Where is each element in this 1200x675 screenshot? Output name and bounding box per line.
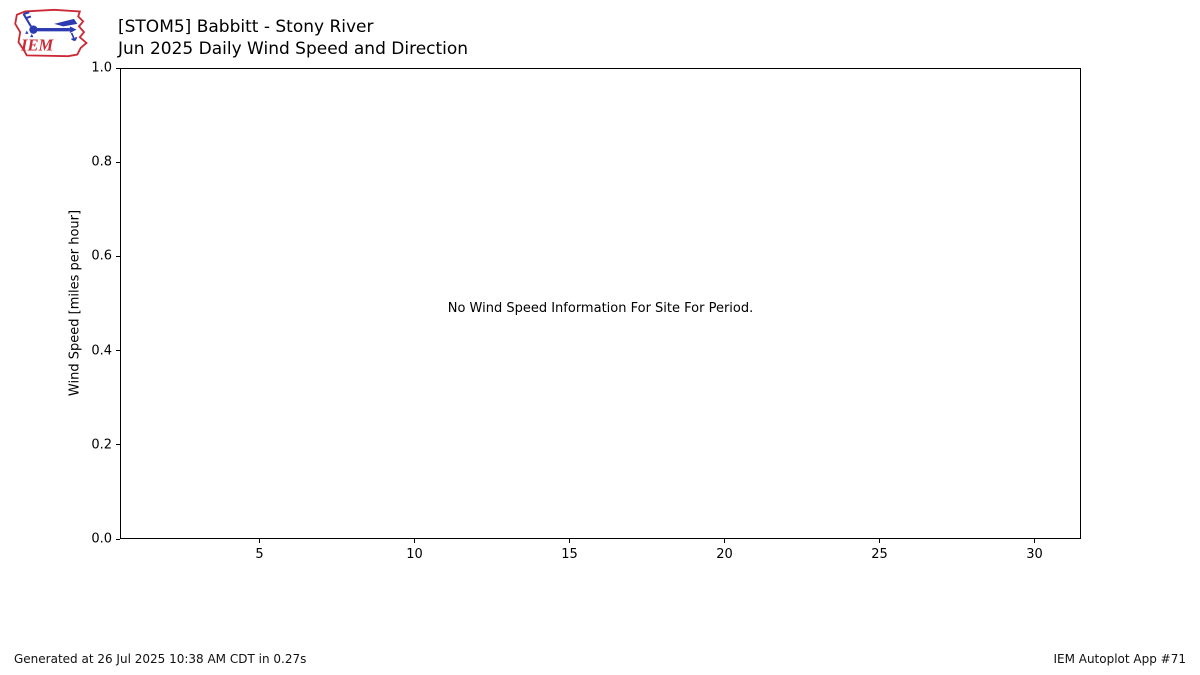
title-block: [STOM5] Babbitt - Stony River Jun 2025 D… bbox=[118, 16, 468, 60]
no-data-message: No Wind Speed Information For Site For P… bbox=[447, 301, 754, 316]
y-tick-mark bbox=[116, 350, 120, 352]
generated-timestamp: Generated at 26 Jul 2025 10:38 AM CDT in… bbox=[14, 652, 307, 666]
y-tick-label: 0.4 bbox=[91, 343, 112, 359]
x-tick-label: 20 bbox=[716, 547, 733, 562]
x-tick-mark bbox=[414, 539, 415, 543]
x-tick-label: 30 bbox=[1026, 547, 1043, 562]
chart-subtitle: Jun 2025 Daily Wind Speed and Direction bbox=[118, 39, 469, 59]
y-tick-mark bbox=[116, 67, 120, 69]
y-tick-label: 0.6 bbox=[91, 248, 112, 264]
x-tick-label: 15 bbox=[561, 547, 578, 562]
iem-logo: IEM bbox=[14, 8, 88, 58]
y-tick-mark bbox=[116, 444, 120, 446]
y-tick-mark bbox=[116, 161, 120, 163]
x-tick-mark bbox=[569, 539, 570, 543]
anemometer-icon bbox=[22, 11, 78, 42]
y-axis-label: Wind Speed [miles per hour] bbox=[67, 209, 83, 397]
y-tick-mark bbox=[116, 255, 120, 257]
iem-logo-text: IEM bbox=[20, 35, 54, 54]
x-tick-label: 25 bbox=[871, 547, 888, 562]
x-tick-mark bbox=[879, 539, 880, 543]
x-tick-mark bbox=[1034, 539, 1035, 543]
x-tick-mark bbox=[724, 539, 725, 543]
x-tick-mark bbox=[259, 539, 260, 543]
app-credit: IEM Autoplot App #71 bbox=[1053, 652, 1186, 666]
y-tick-label: 1.0 bbox=[91, 60, 112, 76]
chart-title: [STOM5] Babbitt - Stony River bbox=[118, 17, 374, 37]
x-tick-label: 10 bbox=[406, 547, 423, 562]
y-tick-label: 0.0 bbox=[91, 531, 112, 547]
y-tick-label: 0.2 bbox=[91, 437, 112, 453]
x-tick-label: 5 bbox=[255, 547, 264, 562]
y-tick-label: 0.8 bbox=[91, 154, 112, 170]
y-tick-mark bbox=[116, 538, 120, 540]
plot-area: No Wind Speed Information For Site For P… bbox=[120, 68, 1081, 539]
